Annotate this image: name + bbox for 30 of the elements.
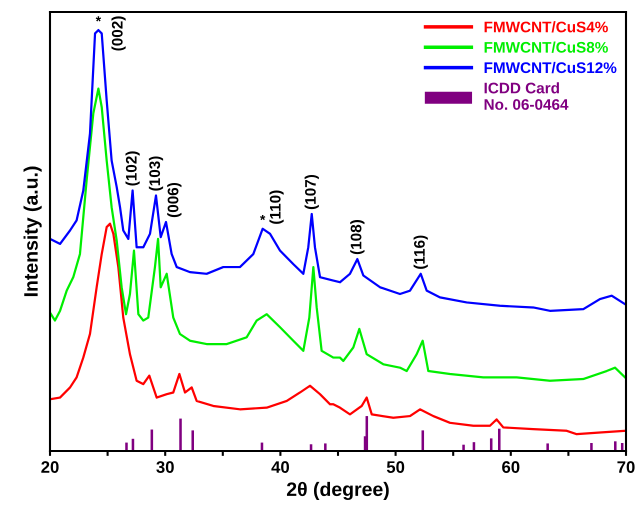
annotation: (006) [167,182,182,218]
annotation: (102) [125,151,140,186]
bar [490,438,492,451]
annotation: (116) [414,236,428,269]
annotation: (108) [350,220,364,254]
x-axis-title: 2θ (degree) [286,482,389,500]
legend-label: FMWCNT/CuS8% [484,42,608,53]
bar [498,428,501,451]
annotation: (002) [111,16,126,51]
bar [125,442,128,451]
legend-label: ICDD Card No. 06-0464 [484,82,568,110]
bar [366,416,368,451]
x-tick-label: 30 [156,461,174,473]
bar [191,430,194,451]
bar [422,430,424,451]
x-tick-label: 20 [41,461,59,473]
x-tick-label: 60 [502,461,520,473]
annotation: * [260,214,266,220]
x-tick-label: 70 [617,461,635,473]
legend-label: FMWCNT/CuS4% [484,21,608,33]
legend-label: FMWCNT/CuS12% [484,62,616,74]
annotation: (107) [304,174,319,210]
annotation: (103) [148,156,164,191]
annotation: (110) [269,190,284,224]
annotation: * [96,16,102,22]
y-axis-title: Intensity (a.u.) [24,166,42,296]
x-tick-label: 40 [271,461,289,473]
bar [150,430,154,451]
bar [179,418,182,451]
x-tick-label: 50 [386,461,404,473]
